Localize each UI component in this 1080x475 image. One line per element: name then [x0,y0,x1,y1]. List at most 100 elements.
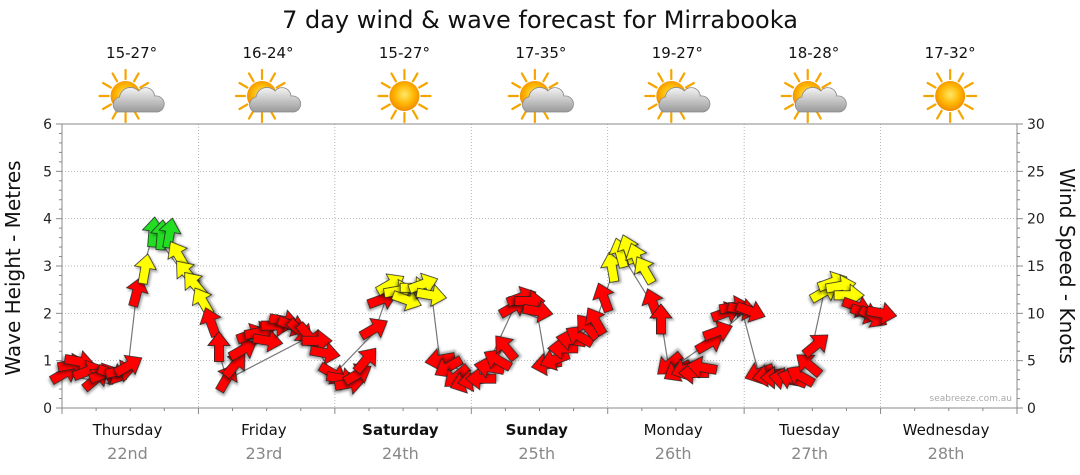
left-tick-label: 6 [43,117,52,133]
wind-arrow-icon [592,282,615,314]
wind-arrow-icon [358,317,388,341]
sun-ray [411,109,419,120]
wind-arrow-icon [251,329,284,353]
wind-arrow-icon [801,334,829,359]
sun-ray [793,72,801,83]
sun-ray [657,72,664,83]
sun-ray [542,72,549,83]
sun-ray [963,81,974,89]
temperature-range: 15-27° [379,44,430,62]
partly-cloudy-icon [98,68,165,124]
sun-ray [926,81,937,89]
partly-cloudy-icon [780,68,847,124]
sun-ray [957,109,965,120]
sun-ray [238,103,249,111]
right-tick-label: 20 [1027,212,1045,228]
wind-arrows [48,216,898,395]
day-name-label: Saturday [362,421,439,439]
day-labels: Thursday 22nd Friday 23rd Saturday 24th Sunday… [92,421,990,463]
day-date-label: 26th [655,444,692,463]
right-tick-label: 0 [1027,401,1036,417]
right-axis-label: Wind Speed - Knots [1055,168,1079,364]
left-tick-label: 0 [43,401,52,417]
wind-arrow-icon [221,352,246,380]
sun-ray [511,103,522,111]
wind-arrow-icon [158,217,182,249]
wind-arrow-icon [352,347,377,375]
sun-ray [247,109,255,120]
cloud-shape [522,87,574,113]
sun-ray [101,103,112,111]
sun-ray [647,103,658,111]
sun-ray [815,72,822,83]
wind-arrow-icon [495,335,520,363]
day-date-label: 22nd [107,444,148,463]
wind-arrow-icon [584,307,608,337]
sun-ray [390,109,398,120]
wind-arrow-icon [125,276,149,308]
wind-arrow-icon [865,301,898,326]
left-tick-label: 4 [43,212,52,228]
day-date-label: 23rd [246,444,283,463]
sun-ray [647,81,658,89]
wind-arrow-icon [133,253,157,285]
partly-cloudy-icon [234,68,302,124]
wind-arrow-icon [796,354,824,379]
right-tick-label: 15 [1027,259,1045,275]
sun-ray [793,109,801,120]
temperature-range: 17-35° [515,44,566,62]
cloud-shape [112,87,165,113]
wind-arrow-icon [686,355,718,379]
sun-ray [548,81,559,89]
day-name-label: Monday [644,421,703,439]
sun-ray [275,81,286,89]
sun-ray [936,109,943,120]
sun-ray [821,81,832,89]
temperature-range: 19-27° [652,44,703,62]
sun-icon [377,68,432,124]
wind-arrow-icon [633,256,657,286]
plot-area: 0 1 2 3 4 5 6 0 5 10 15 20 25 30 seabreeze.com.au [43,117,1045,417]
chart-title: 7 day wind & wave forecast for Mirrabook… [282,6,798,34]
sun-ray [269,72,277,83]
left-tick-label: 5 [43,164,52,180]
day-name-label: Tuesday [778,421,840,439]
day-name-label: Sunday [506,421,569,439]
cloud-shape [794,87,847,113]
wind-arrow-icon [734,300,766,323]
sun-disc [935,81,966,111]
right-tick-label: 10 [1027,306,1045,322]
wind-arrow-icon [113,354,143,378]
sun-disc [389,81,420,111]
sun-ray [936,72,943,83]
sun-ray [520,72,528,83]
day-name-label: Friday [241,421,287,439]
left-axis-ticks: 0 1 2 3 4 5 6 [43,117,62,417]
left-tick-label: 3 [43,259,52,275]
sun-ray [963,103,974,111]
day-date-label: 25th [518,444,555,463]
credit-text: seabreeze.com.au [930,394,1012,404]
sun-ray [380,103,391,111]
left-axis-label: Wave Height - Metres [1,160,25,375]
wind-arrow-icon [207,330,231,362]
sun-ray [247,72,255,83]
wind-arrow-icon [483,349,513,372]
sun-ray [132,72,140,83]
sun-ray [657,109,664,120]
cloud-shape [658,87,711,113]
day-date-label: 24th [382,444,419,463]
weather-row: 15-27° 16-24° 15-27° 17-35° 19-27° 18-28° 17-3… [98,44,978,124]
day-name-label: Thursday [92,421,163,439]
sun-ray [238,81,249,89]
sun-ray [390,72,398,83]
sun-ray [678,72,686,83]
temperature-range: 15-27° [106,44,157,62]
right-tick-label: 5 [1027,354,1036,370]
temperature-range: 18-28° [788,44,839,62]
wind-arrow-icon [415,283,448,308]
right-axis-ticks: 0 5 10 15 20 25 30 [1017,117,1045,417]
day-name-label: Wednesday [903,421,990,439]
day-date-label: 27th [791,444,828,463]
